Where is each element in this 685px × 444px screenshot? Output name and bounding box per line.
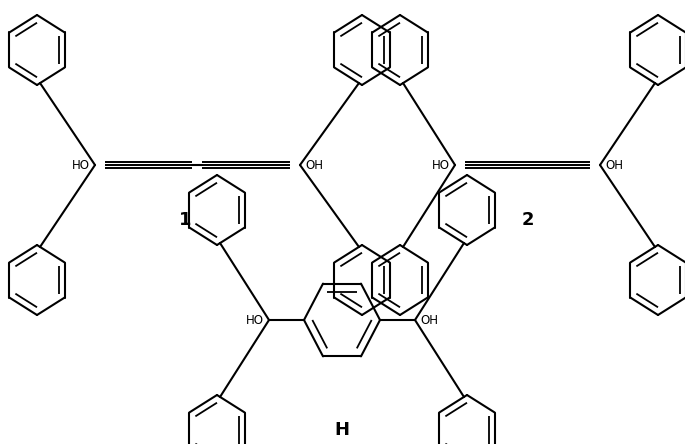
Text: HO: HO (246, 313, 264, 326)
Text: 2: 2 (522, 211, 534, 229)
Text: OH: OH (605, 159, 623, 171)
Text: OH: OH (420, 313, 438, 326)
Text: OH: OH (305, 159, 323, 171)
Text: 1: 1 (179, 211, 191, 229)
Text: HO: HO (72, 159, 90, 171)
Text: H: H (334, 421, 349, 439)
Text: HO: HO (432, 159, 450, 171)
